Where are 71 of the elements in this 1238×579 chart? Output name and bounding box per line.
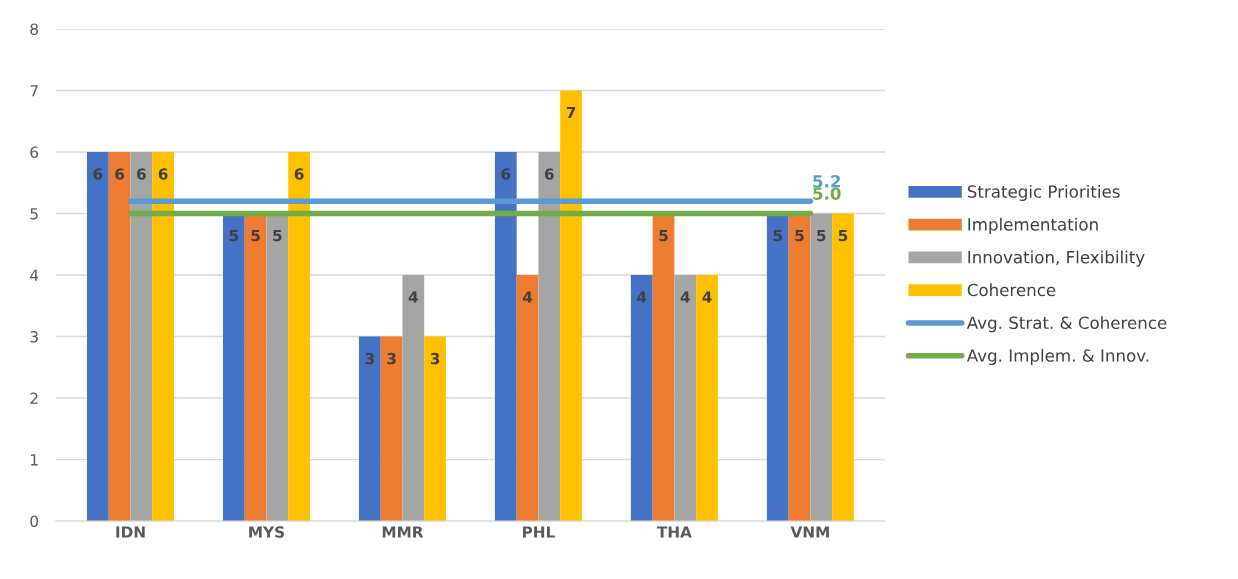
- x-tick-label: MYS: [249, 526, 284, 538]
- y-tick-label: 3: [30, 331, 38, 343]
- legend-label: Avg. Strat. & Coherence: [966, 316, 1167, 333]
- data-label: 5: [229, 229, 239, 242]
- bar: [380, 336, 403, 522]
- bar: [108, 151, 131, 522]
- legend-label: Coherence: [967, 283, 1056, 297]
- x-tick-label: MMR: [382, 526, 424, 538]
- data-label: 5: [838, 229, 848, 242]
- data-label: 4: [702, 291, 712, 303]
- bar: [130, 151, 153, 522]
- data-label: 6: [137, 168, 146, 180]
- data-label: 7: [566, 106, 576, 119]
- data-label: 5: [773, 229, 782, 242]
- data-label: 3: [365, 352, 374, 365]
- bar: [244, 213, 267, 522]
- data-label: 4: [637, 291, 647, 303]
- data-label: 4: [408, 291, 418, 303]
- data-label: 3: [430, 352, 440, 365]
- bar: [560, 90, 582, 522]
- data-label: 5: [251, 229, 260, 242]
- bar: [674, 275, 697, 522]
- bar: [494, 151, 517, 522]
- data-label: 5: [659, 229, 668, 242]
- x-tick-label: THA: [656, 526, 692, 538]
- bar: [402, 275, 425, 522]
- bar: [152, 151, 175, 522]
- bar: [766, 213, 789, 522]
- data-label: 6: [544, 168, 554, 180]
- data-label: 5.2: [813, 174, 841, 188]
- data-label: 4: [522, 291, 533, 303]
- y-tick-label: 7: [30, 85, 38, 97]
- bar: [424, 336, 446, 522]
- bar: [788, 213, 811, 522]
- bar: [652, 213, 675, 522]
- data-label: 5.0: [813, 187, 841, 200]
- data-label: 5: [817, 229, 826, 242]
- bar: [288, 151, 310, 522]
- bar: [538, 151, 561, 522]
- data-label: 6: [501, 168, 511, 180]
- bar: [696, 275, 718, 522]
- legend-label: Avg. Implem. & Innov.: [966, 348, 1149, 366]
- legend-label: Innovation, Flexibility: [968, 250, 1145, 267]
- y-tick-label: 6: [30, 146, 39, 159]
- y-tick-label: 4: [30, 269, 39, 281]
- bar: [630, 275, 653, 522]
- data-label: 5: [795, 229, 804, 242]
- data-label: 6: [294, 168, 304, 180]
- x-tick-label: VNM: [790, 526, 829, 538]
- y-tick-label: 2: [30, 392, 38, 404]
- data-label: 6: [158, 168, 168, 180]
- y-tick-label: 8: [30, 23, 38, 35]
- y-tick-label: 1: [31, 454, 38, 466]
- y-tick-label: 5: [30, 208, 38, 220]
- y-tick-label: 0: [30, 515, 39, 528]
- bar: [810, 213, 833, 522]
- data-label: 5: [273, 229, 282, 242]
- data-label: 6: [115, 168, 125, 180]
- bar: [832, 213, 854, 522]
- x-tick-label: IDN: [116, 526, 145, 538]
- legend-label: Implementation: [968, 217, 1098, 234]
- bar: [222, 213, 245, 522]
- bar: [266, 213, 289, 522]
- legend-label: Strategic Priorities: [967, 184, 1120, 202]
- bar: [358, 336, 381, 522]
- x-tick-label: PHL: [522, 526, 555, 538]
- data-label: 4: [680, 291, 690, 303]
- bar: [86, 151, 109, 522]
- data-label: 6: [93, 168, 103, 180]
- bar: [516, 275, 539, 522]
- data-label: 3: [387, 352, 396, 365]
